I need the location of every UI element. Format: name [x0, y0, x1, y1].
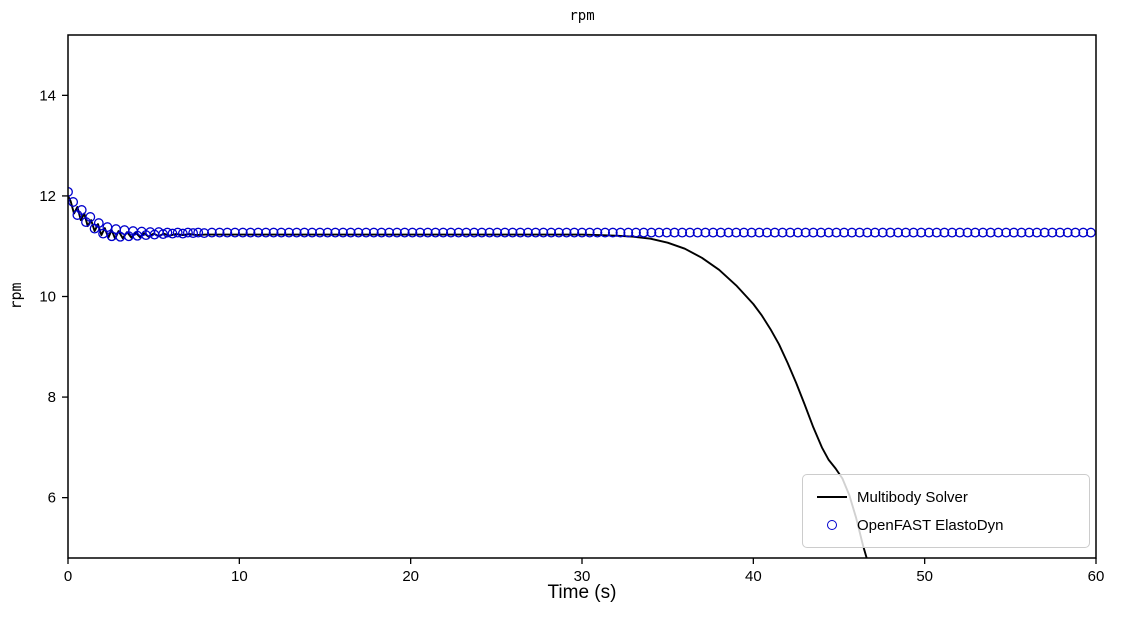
x-tick-label: 10: [231, 568, 248, 585]
series-line-multibody-solver: [68, 194, 868, 558]
series-markers-openfast-elastodyn: [68, 186, 1096, 242]
y-tick-label: 8: [48, 389, 56, 406]
legend-swatch: [815, 520, 849, 530]
legend-entry-multibody-solver: Multibody Solver: [815, 483, 1077, 511]
legend-label-openfast-elastodyn: OpenFAST ElastoDyn: [857, 516, 1004, 534]
x-tick-label: 50: [916, 568, 933, 585]
legend-line-icon: [817, 496, 847, 498]
x-tick-label: 60: [1088, 568, 1105, 585]
legend-label-multibody-solver: Multibody Solver: [857, 488, 968, 506]
axes-spines: [67, 34, 1097, 559]
x-axis-label: Time (s): [547, 582, 617, 603]
x-tick-label: 30: [574, 568, 591, 585]
y-axis-label: rpm: [7, 282, 25, 310]
y-tick-label: 14: [39, 87, 56, 104]
legend-swatch: [815, 496, 849, 498]
x-tick-label: 40: [745, 568, 762, 585]
y-tick-label: 6: [48, 490, 56, 507]
x-tick-label: 0: [64, 568, 72, 585]
x-tick-label: 20: [402, 568, 419, 585]
legend: Multibody Solver OpenFAST ElastoDyn: [802, 474, 1090, 548]
chart-title: rpm: [569, 8, 595, 24]
y-tick-label: 10: [39, 289, 56, 306]
legend-entry-openfast-elastodyn: OpenFAST ElastoDyn: [815, 511, 1077, 539]
legend-open-circle-icon: [827, 520, 837, 530]
y-tick-label: 12: [39, 188, 56, 205]
